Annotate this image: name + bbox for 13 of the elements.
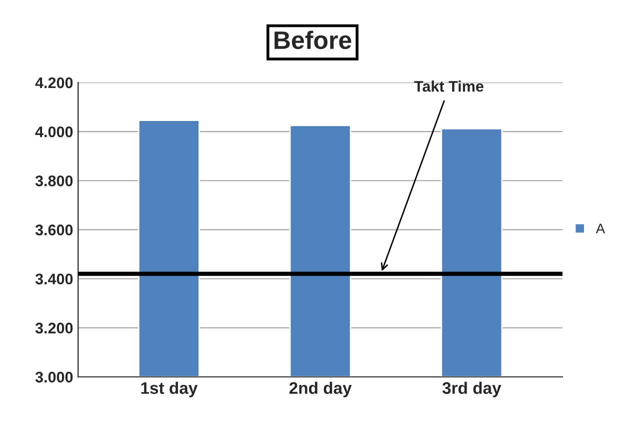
- ref-line-label: Takt Time: [414, 80, 484, 92]
- chart-title: Before: [274, 30, 352, 50]
- x-tick-label: 2nd day: [289, 382, 352, 398]
- x-tick-label: 1st day: [141, 382, 198, 398]
- y-tick-label: 3.200: [35, 322, 73, 334]
- x-tick-label: 3rd day: [442, 382, 502, 398]
- y-tick-label: 4.000: [35, 126, 73, 138]
- legend-label: A: [596, 224, 606, 234]
- y-tick-label: 3.400: [35, 274, 73, 284]
- y-tick-label: 3.000: [35, 372, 73, 383]
- y-tick-label: 4.200: [35, 77, 73, 88]
- y-tick-label: 3.800: [35, 176, 73, 186]
- y-tick-label: 3.600: [35, 224, 73, 236]
